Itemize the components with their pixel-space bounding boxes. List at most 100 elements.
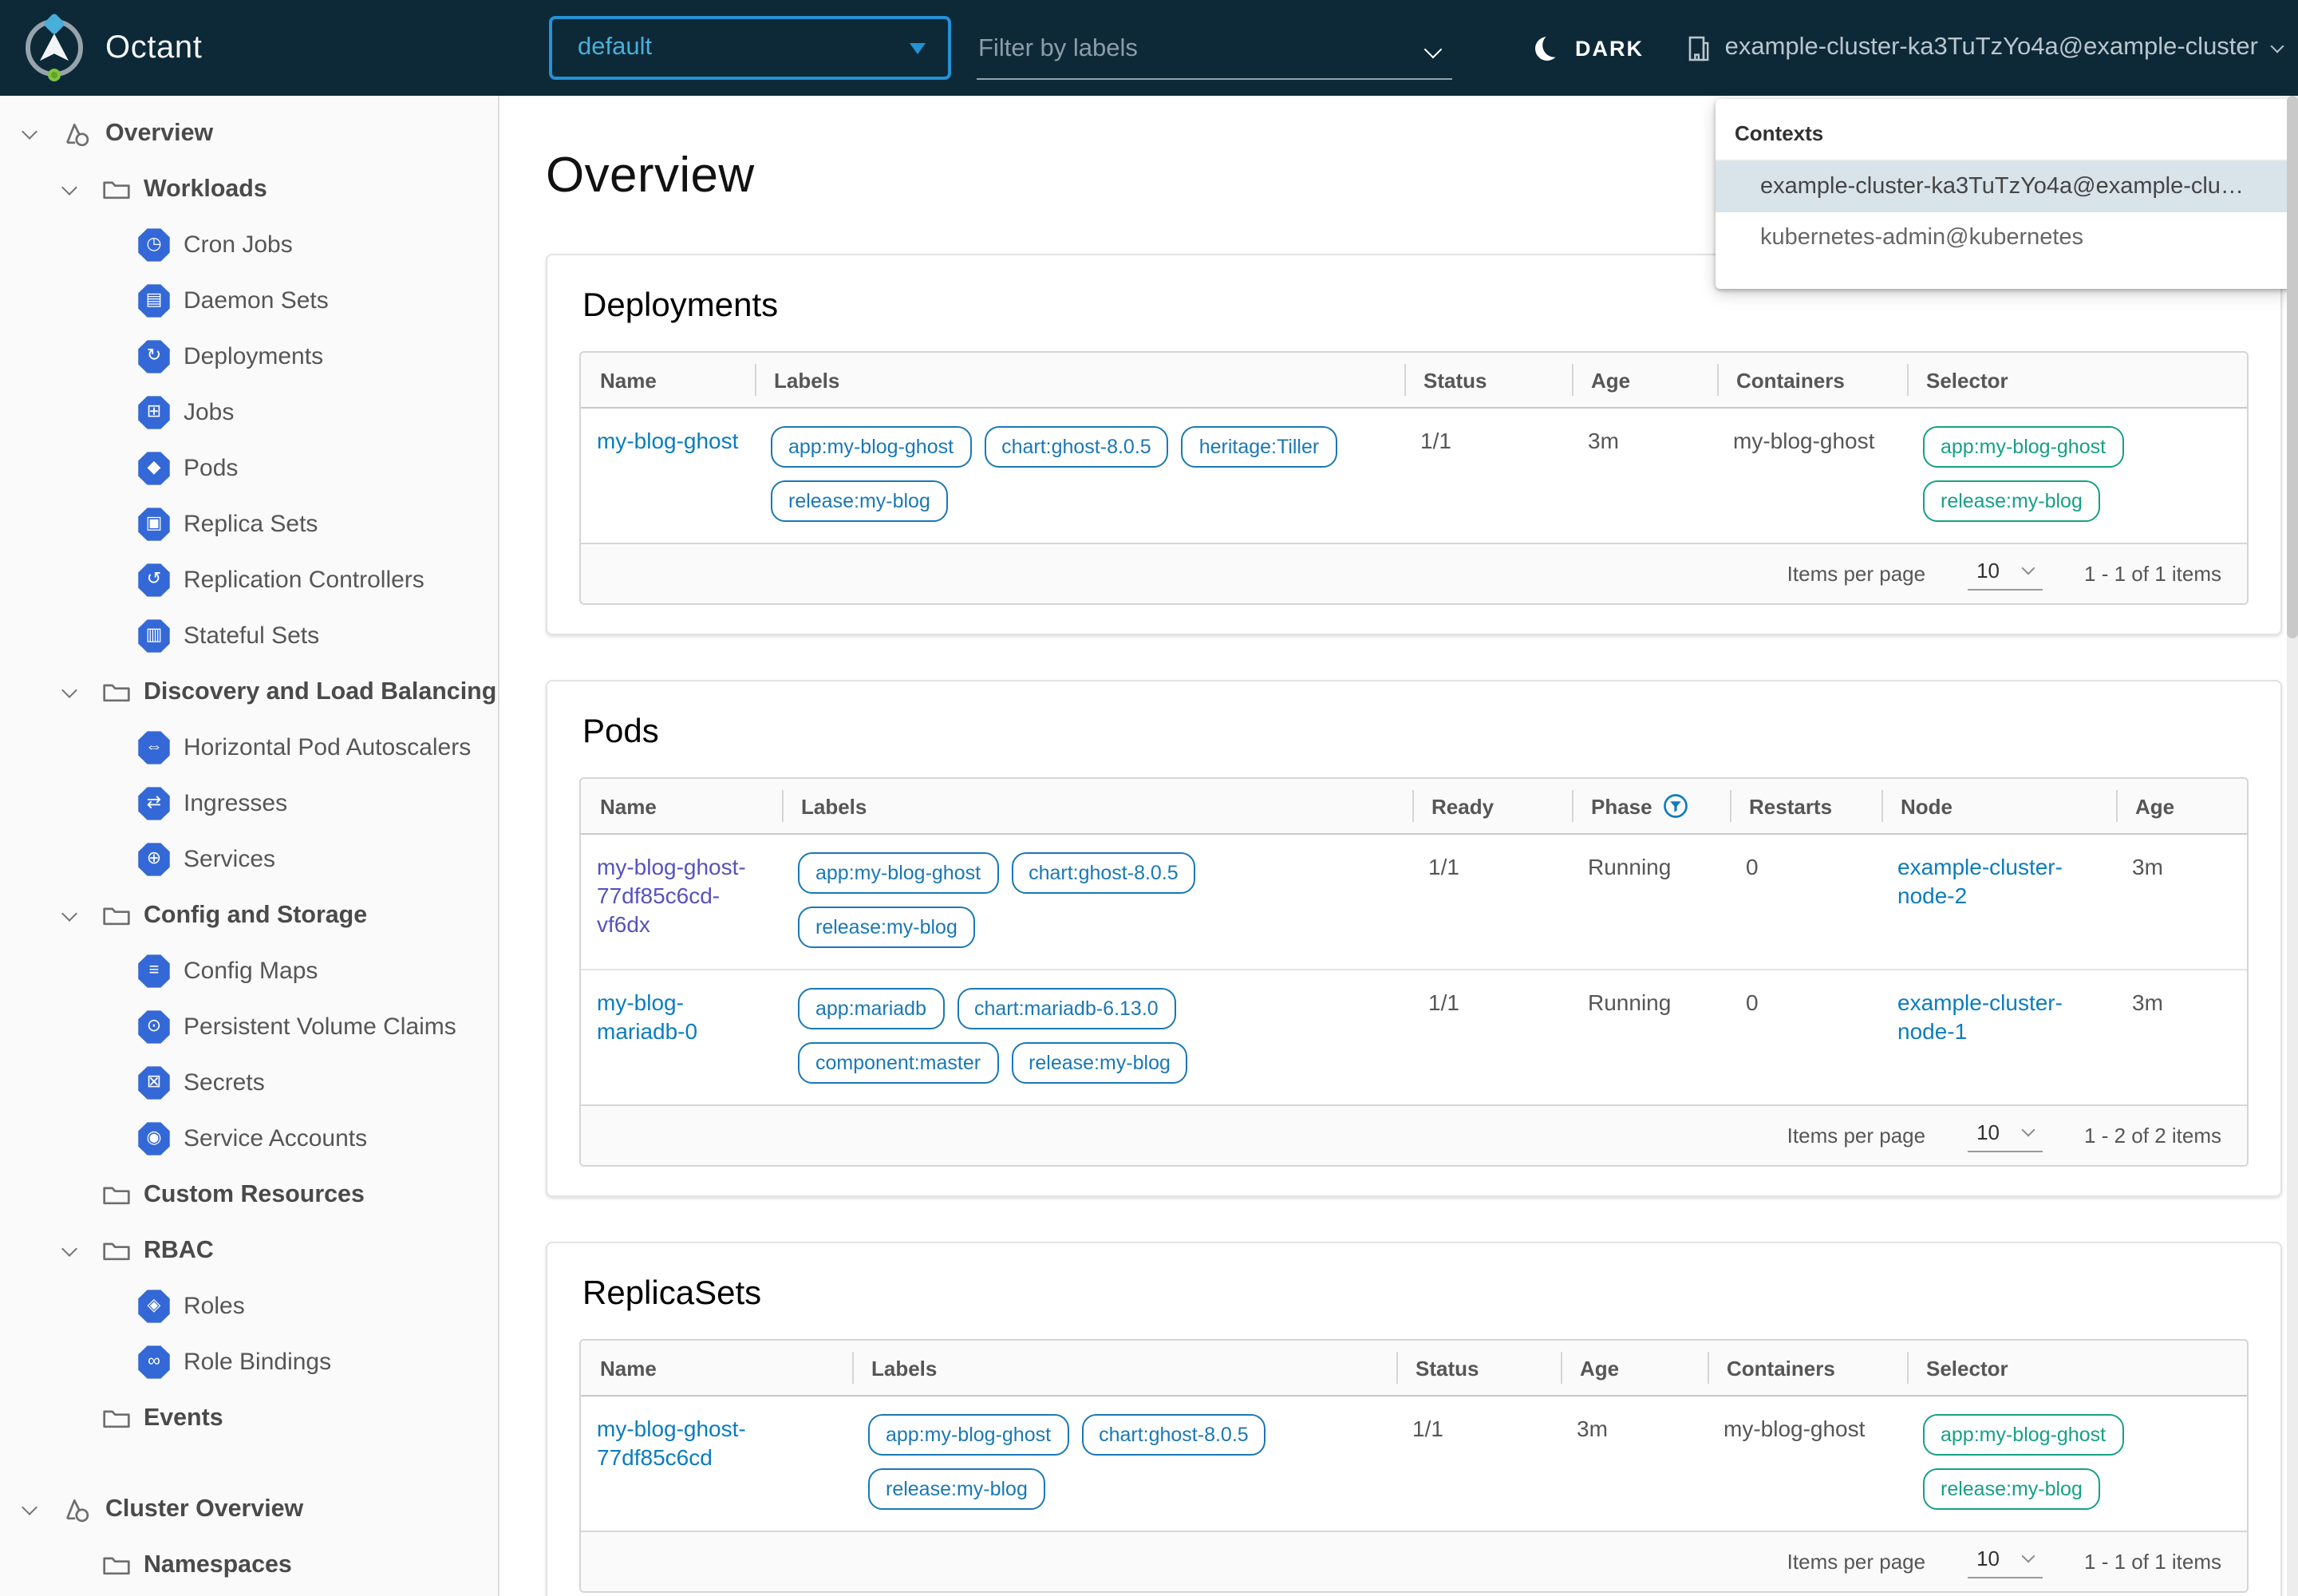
namespace-value: default — [578, 34, 652, 62]
sidebar-item-config-maps[interactable]: ≡Config Maps — [0, 943, 498, 999]
chevron-down-icon[interactable] — [1424, 41, 1443, 59]
sidebar-item-daemon-sets[interactable]: ▤Daemon Sets — [0, 273, 498, 329]
table-row: my-blog-ghost app:my-blog-ghost chart:ghos… — [581, 409, 2249, 543]
chevron-down-icon[interactable] — [16, 130, 41, 136]
sidebar-item-config-and-storage[interactable]: Config and Storage — [0, 887, 498, 943]
context-menu-item-current[interactable]: example-cluster-ka3TuTzYo4a@example-clu… — [1716, 161, 2293, 212]
sidebar-item-roles[interactable]: ◈Roles — [0, 1278, 498, 1334]
page-size-value: 10 — [1976, 1546, 2000, 1570]
pods-card: PodsNameLabelsReadyPhaseRestartsNodeAgem… — [546, 680, 2282, 1197]
chevron-down-icon[interactable] — [16, 1506, 41, 1512]
cell-status: 1/1 — [1404, 409, 1572, 543]
filter-funnel-icon[interactable] — [1664, 793, 1689, 819]
name-link[interactable]: my-blog-ghost — [597, 428, 738, 453]
namespace-selector[interactable]: default — [549, 16, 951, 80]
sidebar-item-secrets[interactable]: ⊠Secrets — [0, 1055, 498, 1111]
replicasets-card: ReplicaSetsNameLabelsStatusAgeContainers… — [546, 1242, 2282, 1596]
sidebar-item-replication-controllers[interactable]: ↺Replication Controllers — [0, 552, 498, 608]
sidebar-item-label: Deployments — [184, 343, 323, 370]
sidebar-item-rbac[interactable]: RBAC — [0, 1223, 498, 1278]
sidebar-item-deployments[interactable]: ↻Deployments — [0, 329, 498, 385]
cell-containers: my-blog-ghost — [1708, 1396, 1907, 1531]
cell-phase: Running — [1572, 969, 1730, 1104]
sidebar-item-horizontal-pod-autoscalers[interactable]: ⇔Horizontal Pod Autoscalers — [0, 720, 498, 776]
label-pill: app:my-blog-ghost — [868, 1414, 1068, 1456]
column-header-name: Name — [581, 353, 755, 409]
horizontal-pod-autoscalers-icon: ⇔ — [137, 731, 171, 764]
label-pill: chart:ghost-8.0.5 — [1011, 852, 1196, 894]
cell-age: 3m — [2116, 835, 2249, 969]
items-per-page-label: Items per page — [1787, 562, 1925, 586]
sidebar-item-jobs[interactable]: ⊞Jobs — [0, 385, 498, 440]
selector-pill: release:my-blog — [1923, 480, 2100, 522]
sidebar-item-pods[interactable]: ◆Pods — [0, 440, 498, 496]
sidebar-item-cron-jobs[interactable]: ◷Cron Jobs — [0, 217, 498, 273]
sidebar-item-replica-sets[interactable]: ▣Replica Sets — [0, 496, 498, 552]
page-size-value: 10 — [1976, 558, 2000, 582]
sidebar-item-role-bindings[interactable]: ∞Role Bindings — [0, 1334, 498, 1390]
cell-ready: 1/1 — [1412, 969, 1572, 1104]
sidebar-item-overview[interactable]: Overview — [0, 105, 498, 161]
theme-toggle-button[interactable]: DARK — [1535, 0, 1644, 96]
sidebar-item-service-accounts[interactable]: ◉Service Accounts — [0, 1111, 498, 1167]
node-link[interactable]: example-cluster-node-2 — [1897, 854, 2063, 908]
chevron-down-icon[interactable] — [56, 1247, 81, 1254]
chevron-down-icon[interactable] — [56, 186, 81, 192]
scrollbar[interactable] — [2287, 96, 2298, 1596]
sidebar-item-cluster-custom-resources[interactable]: Custom Resources — [0, 1593, 498, 1596]
page-size-select[interactable]: 10 — [1967, 558, 2043, 590]
page-size-value: 10 — [1976, 1120, 2000, 1144]
sidebar-item-custom-resources[interactable]: Custom Resources — [0, 1167, 498, 1223]
label-pill: heritage:Tiller — [1182, 426, 1337, 468]
sidebar-item-label: Discovery and Load Balancing — [144, 678, 496, 705]
main-content: Overview DeploymentsNameLabelsStatusAgeC… — [501, 96, 2298, 1596]
octant-logo-icon — [26, 19, 83, 77]
secrets-icon: ⊠ — [137, 1066, 171, 1100]
label-pill: chart:ghost-8.0.5 — [984, 426, 1169, 468]
sidebar-item-cluster-overview[interactable]: Cluster Overview — [0, 1481, 498, 1537]
table-pagination: Items per page101 - 1 of 1 items — [581, 1531, 2247, 1591]
label-pill: release:my-blog — [868, 1468, 1045, 1510]
table-pagination: Items per page101 - 1 of 1 items — [581, 543, 2247, 603]
app-title: Octant — [105, 30, 202, 66]
cell-selector: app:my-blog-ghostrelease:my-blog — [1907, 1396, 2249, 1531]
sidebar-item-stateful-sets[interactable]: ▥Stateful Sets — [0, 608, 498, 664]
name-link[interactable]: my-blog-ghost-77df85c6cd — [597, 1416, 746, 1470]
sidebar-item-discovery-and-load-balancing[interactable]: Discovery and Load Balancing — [0, 664, 498, 720]
cell-phase: Running — [1572, 835, 1730, 969]
page-size-select[interactable]: 10 — [1967, 1546, 2043, 1578]
label-pill: app:my-blog-ghost — [771, 426, 971, 468]
column-header-containers: Containers — [1708, 1341, 1907, 1396]
chevron-down-icon — [2271, 39, 2284, 53]
table-row: my-blog-mariadb-0 app:mariadbchart:mariad… — [581, 969, 2249, 1104]
sidebar-item-label: Cron Jobs — [184, 231, 293, 259]
column-header-labels: Labels — [755, 353, 1404, 409]
name-link[interactable]: my-blog-ghost-77df85c6cd-vf6dx — [597, 854, 746, 937]
scrollbar-thumb[interactable] — [2287, 96, 2298, 638]
ingresses-icon: ⇄ — [137, 787, 171, 820]
cell-name: my-blog-ghost-77df85c6cd — [581, 1396, 852, 1531]
sidebar-item-persistent-volume-claims[interactable]: ⊙Persistent Volume Claims — [0, 999, 498, 1055]
name-link[interactable]: my-blog-mariadb-0 — [597, 990, 697, 1044]
service-accounts-icon: ◉ — [137, 1122, 171, 1156]
roles-icon: ◈ — [137, 1290, 171, 1323]
context-menu-item[interactable]: kubernetes-admin@kubernetes — [1716, 212, 2293, 263]
chevron-slot — [56, 1415, 81, 1421]
chevron-down-icon[interactable] — [56, 689, 81, 695]
page-size-select[interactable]: 10 — [1967, 1120, 2043, 1152]
sidebar-item-ingresses[interactable]: ⇄Ingresses — [0, 776, 498, 832]
context-switcher[interactable]: example-cluster-ka3TuTzYo4a@example-clus… — [1679, 0, 2288, 96]
sidebar-item-events[interactable]: Events — [0, 1390, 498, 1446]
sidebar-item-workloads[interactable]: Workloads — [0, 161, 498, 217]
sidebar-item-namespaces[interactable]: Namespaces — [0, 1537, 498, 1593]
chevron-down-icon[interactable] — [56, 912, 81, 918]
chevron-slot — [56, 1191, 81, 1198]
chevron-down-icon — [2022, 562, 2035, 575]
theme-toggle-label: DARK — [1575, 36, 1644, 60]
cell-name: my-blog-mariadb-0 — [581, 969, 782, 1104]
label-filter-input[interactable] — [977, 35, 1376, 78]
cell-labels: app:mariadbchart:mariadb-6.13.0component… — [782, 969, 1412, 1104]
sidebar-item-services[interactable]: ⊕Services — [0, 832, 498, 887]
node-link[interactable]: example-cluster-node-1 — [1897, 990, 2063, 1044]
cards-container: DeploymentsNameLabelsStatusAgeContainers… — [546, 254, 2282, 1596]
